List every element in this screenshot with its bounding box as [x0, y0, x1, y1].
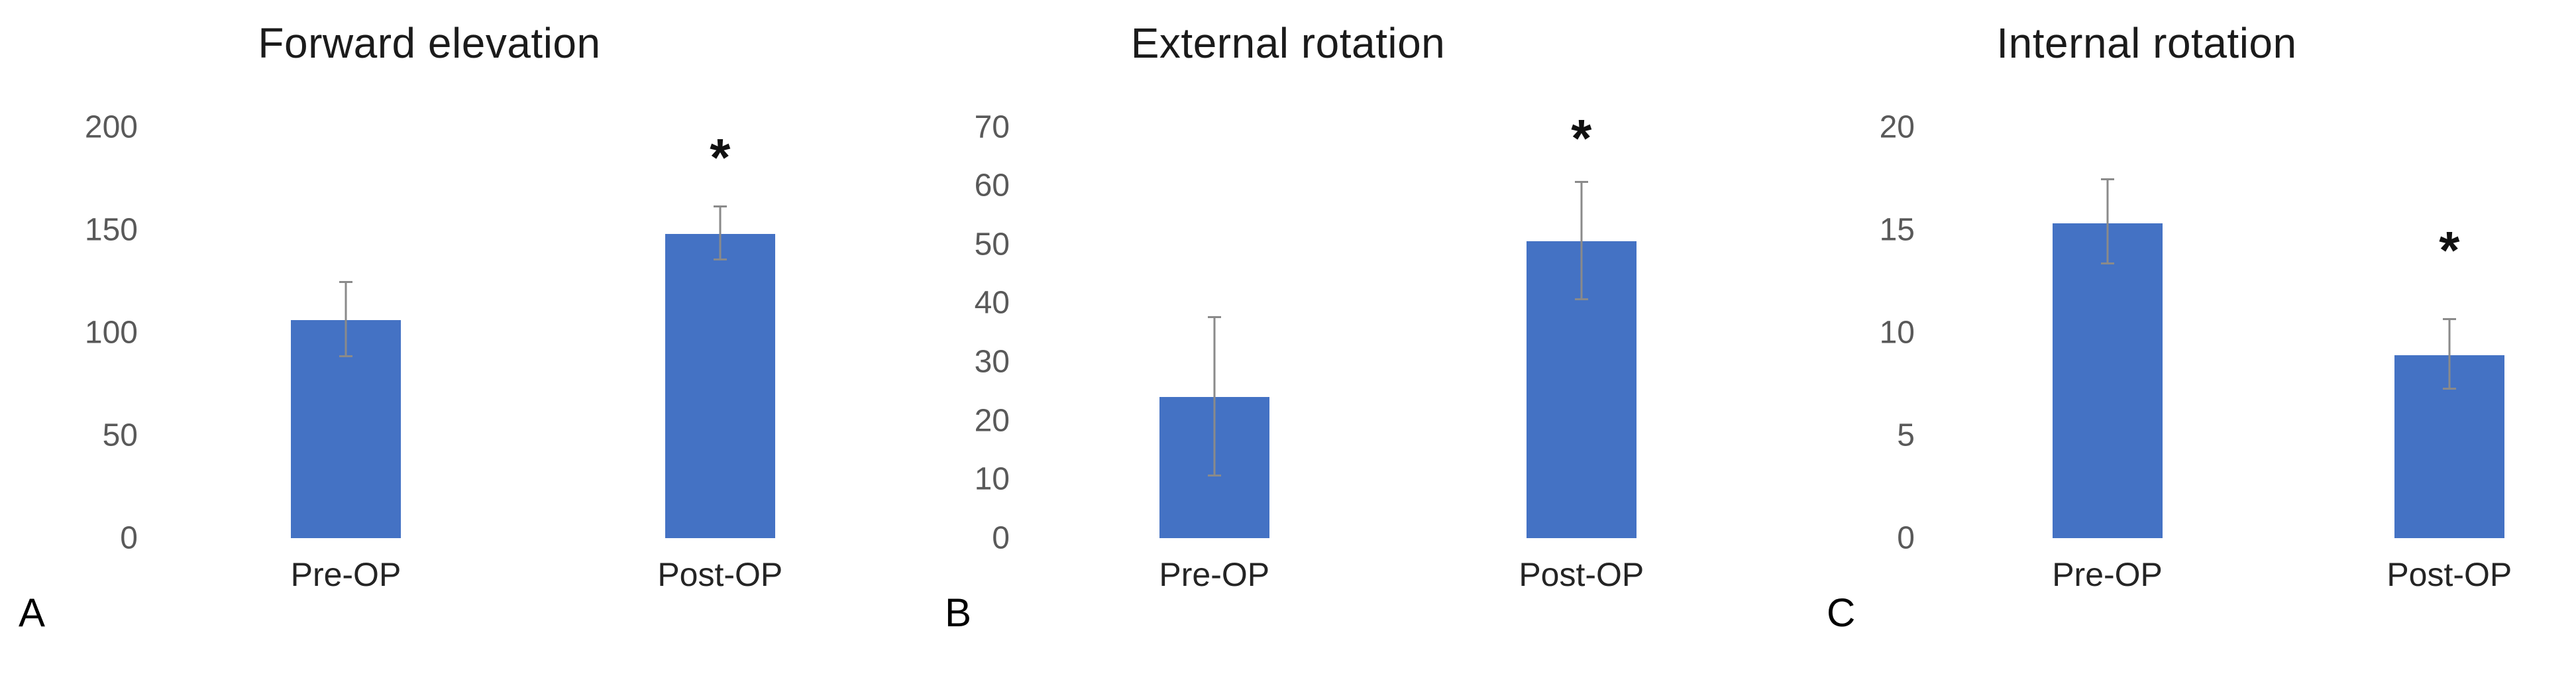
category-label-post-op: Post-OP — [1519, 555, 1644, 593]
error-bar-cap-top-post-op — [713, 205, 727, 207]
error-bar-cap-top-post-op — [1574, 180, 1588, 183]
error-bar-cap-bottom-post-op — [2442, 388, 2456, 390]
error-bar-post-op — [719, 207, 722, 261]
error-bar-post-op — [2448, 320, 2451, 390]
error-bar-pre-op — [2106, 180, 2109, 265]
chart-area: 0 10 20 30 40 50 60 70 Pre-OP Post-OP * — [859, 109, 1717, 593]
plot-area: Pre-OP Post-OP * — [166, 127, 859, 593]
plot-area: Pre-OP Post-OP * — [1943, 127, 2576, 593]
plot-area: Pre-OP Post-OP * — [1038, 112, 1717, 593]
panel-letter-a: A — [19, 590, 46, 635]
y-axis-tick-label: 20 — [974, 403, 1010, 439]
significance-asterisk: * — [2439, 220, 2460, 280]
error-bar-cap-top-pre-op — [2100, 178, 2114, 181]
y-axis-tick-label: 50 — [102, 418, 138, 453]
significance-asterisk: * — [710, 128, 731, 188]
y-axis-tick-label: 150 — [84, 212, 138, 248]
y-axis-tick-label: 20 — [1879, 109, 1915, 145]
significance-asterisk: * — [1571, 109, 1592, 168]
chart-title: Forward elevation — [258, 19, 601, 67]
y-axis-tick-label: 10 — [974, 461, 1010, 497]
error-bar-cap-bottom-pre-op — [2100, 262, 2114, 265]
y-axis-tick-label: 5 — [1897, 418, 1915, 453]
y-axis-tick-label: 200 — [84, 109, 138, 145]
y-axis-tick-label: 15 — [1879, 212, 1915, 248]
error-bar-cap-bottom-pre-op — [339, 355, 352, 357]
error-bar-cap-top-pre-op — [339, 281, 352, 284]
panel-letter-b: B — [945, 590, 972, 635]
error-bar-cap-bottom-pre-op — [1207, 474, 1221, 477]
chart-title: External rotation — [1130, 19, 1446, 67]
error-bar-cap-top-pre-op — [1207, 315, 1221, 318]
y-axis-tick-label: 0 — [992, 520, 1010, 556]
error-bar-post-op — [1580, 182, 1583, 300]
y-axis-tick-label: 10 — [1879, 315, 1915, 351]
error-bar-pre-op — [1213, 317, 1216, 477]
chart-area: 0 50 100 150 200 Pre-OP Post-OP * — [0, 109, 859, 593]
y-axis-tick-label: 0 — [120, 520, 138, 556]
chart-title: Internal rotation — [1996, 19, 2297, 67]
y-axis-tick-label: 40 — [974, 285, 1010, 321]
error-bar-cap-bottom-post-op — [713, 258, 727, 261]
y-axis: 0 10 20 30 40 50 60 70 — [859, 109, 1038, 555]
chart-panel-a: Forward elevation 0 50 100 150 200 Pre-OP Post-… — [0, 0, 859, 674]
y-axis-tick-label: 0 — [1897, 520, 1915, 556]
y-axis-tick-label: 60 — [974, 168, 1010, 203]
category-label-post-op: Post-OP — [2387, 555, 2512, 593]
category-label-pre-op: Pre-OP — [290, 555, 402, 593]
bar-pre-op — [2052, 223, 2163, 538]
error-bar-cap-bottom-post-op — [1574, 298, 1588, 300]
chart-area: 0 5 10 15 20 Pre-OP Post-OP * — [1717, 109, 2576, 593]
error-bar-pre-op — [345, 283, 347, 357]
chart-panel-c: Internal rotation 0 5 10 15 20 Pre-OP Post-OP * C — [1717, 0, 2576, 674]
panel-letter-c: C — [1827, 590, 1856, 635]
category-label-post-op: Post-OP — [657, 555, 783, 593]
y-axis: 0 50 100 150 200 — [0, 109, 166, 555]
category-label-pre-op: Pre-OP — [2052, 555, 2163, 593]
y-axis-tick-label: 70 — [974, 109, 1010, 145]
y-axis: 0 5 10 15 20 — [1717, 109, 1943, 555]
error-bar-cap-top-post-op — [2442, 318, 2456, 321]
y-axis-tick-label: 100 — [84, 315, 138, 351]
y-axis-tick-label: 50 — [974, 227, 1010, 262]
bar-post-op — [665, 233, 775, 538]
y-axis-tick-label: 30 — [974, 344, 1010, 380]
chart-panel-b: External rotation 0 10 20 30 40 50 60 70 Pre-OP Po… — [859, 0, 1717, 674]
category-label-pre-op: Pre-OP — [1159, 555, 1270, 593]
